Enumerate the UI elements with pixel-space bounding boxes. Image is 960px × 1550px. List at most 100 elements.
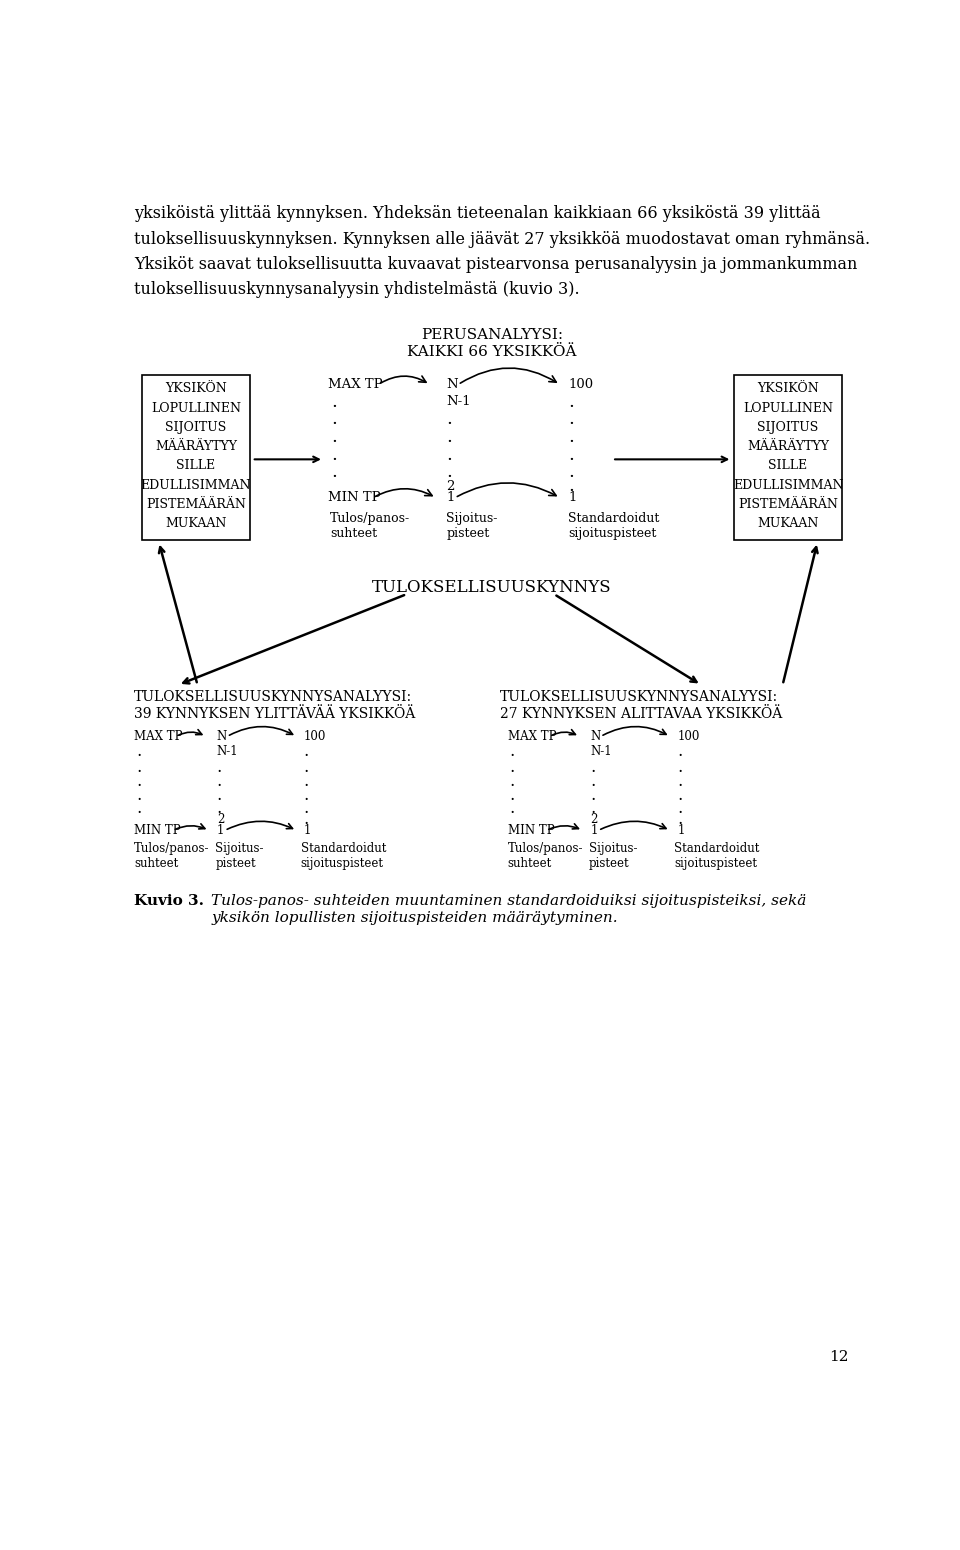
Text: .: .: [510, 800, 516, 817]
FancyArrowPatch shape: [457, 484, 556, 496]
Text: 1: 1: [590, 825, 598, 837]
Text: .: .: [590, 773, 595, 789]
Text: Kuvio 3.: Kuvio 3.: [134, 894, 204, 908]
Text: EDULLISIMMAN: EDULLISIMMAN: [732, 479, 843, 491]
Text: Tulos/panos-
suhteet: Tulos/panos- suhteet: [508, 842, 583, 870]
Text: 100: 100: [303, 730, 326, 742]
Text: .: .: [136, 786, 141, 803]
Text: .: .: [303, 773, 309, 789]
Text: 1: 1: [303, 825, 311, 837]
Text: MAX TP: MAX TP: [327, 378, 382, 391]
Text: tuloksellisuuskynnysanalyysin yhdistelmästä (kuvio 3).: tuloksellisuuskynnysanalyysin yhdistelmä…: [134, 282, 580, 299]
Text: .: .: [331, 428, 338, 446]
Text: .: .: [590, 760, 595, 777]
Text: .: .: [568, 446, 574, 463]
Text: SIJOITUS: SIJOITUS: [165, 422, 227, 434]
Text: N-1: N-1: [217, 746, 238, 758]
Text: .: .: [510, 760, 516, 777]
Text: .: .: [568, 477, 574, 496]
Text: .: .: [677, 760, 683, 777]
Text: TULOKSELLISUUSKYNNYSANALYYSI:
27 KYNNYKSEN ALITTAVAA YKSIKKÖÄ: TULOKSELLISUUSKYNNYSANALYYSI: 27 KYNNYKS…: [500, 690, 782, 721]
Text: .: .: [446, 446, 452, 463]
FancyArrowPatch shape: [603, 727, 666, 735]
Text: .: .: [303, 744, 309, 761]
Text: MUKAAN: MUKAAN: [757, 518, 819, 530]
Text: MÄÄRÄYTYY: MÄÄRÄYTYY: [155, 440, 237, 453]
Text: N-1: N-1: [446, 395, 471, 408]
Text: Sijoitus-
pisteet: Sijoitus- pisteet: [215, 842, 264, 870]
Text: .: .: [568, 392, 574, 411]
Text: 100: 100: [568, 378, 593, 391]
Text: .: .: [446, 411, 452, 428]
Text: TULOKSELLISUUSKYNNYSANALYYSI:
39 KYNNYKSEN YLITTÄVÄÄ YKSIKKÖÄ: TULOKSELLISUUSKYNNYSANALYYSI: 39 KYNNYKS…: [134, 690, 415, 721]
Text: .: .: [568, 463, 574, 482]
Text: .: .: [303, 811, 309, 828]
Text: TULOKSELLISUUSKYNNYS: TULOKSELLISUUSKYNNYS: [372, 578, 612, 595]
Text: .: .: [331, 446, 338, 463]
Text: MIN TP: MIN TP: [134, 825, 180, 837]
FancyBboxPatch shape: [733, 375, 842, 541]
Text: YKSIKÖN: YKSIKÖN: [165, 383, 227, 395]
FancyArrowPatch shape: [229, 727, 293, 735]
Text: SIJOITUS: SIJOITUS: [757, 422, 819, 434]
Text: Standardoidut
sijoituspisteet: Standardoidut sijoituspisteet: [300, 842, 386, 870]
FancyArrowPatch shape: [380, 377, 426, 383]
Text: 12: 12: [829, 1350, 849, 1364]
Text: .: .: [446, 428, 452, 446]
Text: .: .: [303, 760, 309, 777]
Text: .: .: [217, 773, 222, 789]
Text: .: .: [568, 428, 574, 446]
Text: Standardoidut
sijoituspisteet: Standardoidut sijoituspisteet: [674, 842, 759, 870]
Text: EDULLISIMMAN: EDULLISIMMAN: [141, 479, 252, 491]
Text: .: .: [510, 786, 516, 803]
Text: tuloksellisuuskynnyksen. Kynnyksen alle jäävät 27 yksikköä muodostavat oman ryhm: tuloksellisuuskynnyksen. Kynnyksen alle …: [134, 231, 870, 248]
Text: 1: 1: [446, 491, 455, 504]
Text: .: .: [590, 800, 595, 817]
Text: .: .: [136, 773, 141, 789]
Text: N: N: [590, 730, 601, 742]
FancyArrowPatch shape: [176, 825, 204, 829]
FancyArrowPatch shape: [375, 488, 432, 496]
Text: .: .: [510, 773, 516, 789]
Text: MUKAAN: MUKAAN: [165, 518, 227, 530]
Text: Tulos/panos-
suhteet: Tulos/panos- suhteet: [134, 842, 209, 870]
Text: .: .: [136, 760, 141, 777]
Text: 1: 1: [568, 491, 576, 504]
Text: Tulos-panos- suhteiden muuntaminen standardoiduiksi sijoituspisteiksi, sekä
yksi: Tulos-panos- suhteiden muuntaminen stand…: [211, 894, 806, 925]
Text: .: .: [510, 744, 516, 761]
Text: 1: 1: [677, 825, 684, 837]
Text: .: .: [136, 800, 141, 817]
Text: yksiköistä ylittää kynnyksen. Yhdeksän tieteenalan kaikkiaan 66 yksiköstä 39 yli: yksiköistä ylittää kynnyksen. Yhdeksän t…: [134, 205, 821, 222]
Text: .: .: [303, 800, 309, 817]
Text: MIN TP: MIN TP: [327, 491, 380, 504]
Text: .: .: [331, 411, 338, 428]
Text: 1: 1: [217, 825, 225, 837]
Text: N: N: [217, 730, 228, 742]
Text: Yksiköt saavat tuloksellisuutta kuvaavat pistearvonsa perusanalyysin ja jommanku: Yksiköt saavat tuloksellisuutta kuvaavat…: [134, 256, 857, 273]
Text: .: .: [303, 786, 309, 803]
Text: N: N: [446, 378, 458, 391]
Text: .: .: [590, 786, 595, 803]
FancyArrowPatch shape: [549, 825, 579, 829]
Text: LOPULLINEN: LOPULLINEN: [151, 401, 241, 414]
Text: YKSIKÖN: YKSIKÖN: [757, 383, 819, 395]
Text: .: .: [331, 463, 338, 482]
Text: .: .: [217, 760, 222, 777]
Text: .: .: [217, 786, 222, 803]
Text: MAX TP: MAX TP: [508, 730, 556, 742]
Text: PERUSANALYYSI:
KAIKKI 66 YKSIKKÖÄ: PERUSANALYYSI: KAIKKI 66 YKSIKKÖÄ: [407, 329, 577, 358]
Text: .: .: [331, 392, 338, 411]
FancyBboxPatch shape: [142, 375, 251, 541]
Text: .: .: [446, 463, 452, 482]
Text: .: .: [136, 744, 141, 761]
Text: MAX TP: MAX TP: [134, 730, 182, 742]
Text: .: .: [677, 786, 683, 803]
Text: 2: 2: [217, 814, 225, 826]
Text: MIN TP: MIN TP: [508, 825, 554, 837]
Text: .: .: [677, 744, 683, 761]
Text: PISTEMÄÄRÄN: PISTEMÄÄRÄN: [738, 498, 838, 512]
Text: .: .: [568, 411, 574, 428]
FancyArrowPatch shape: [460, 367, 556, 383]
FancyArrowPatch shape: [552, 730, 575, 735]
Text: N-1: N-1: [590, 746, 612, 758]
